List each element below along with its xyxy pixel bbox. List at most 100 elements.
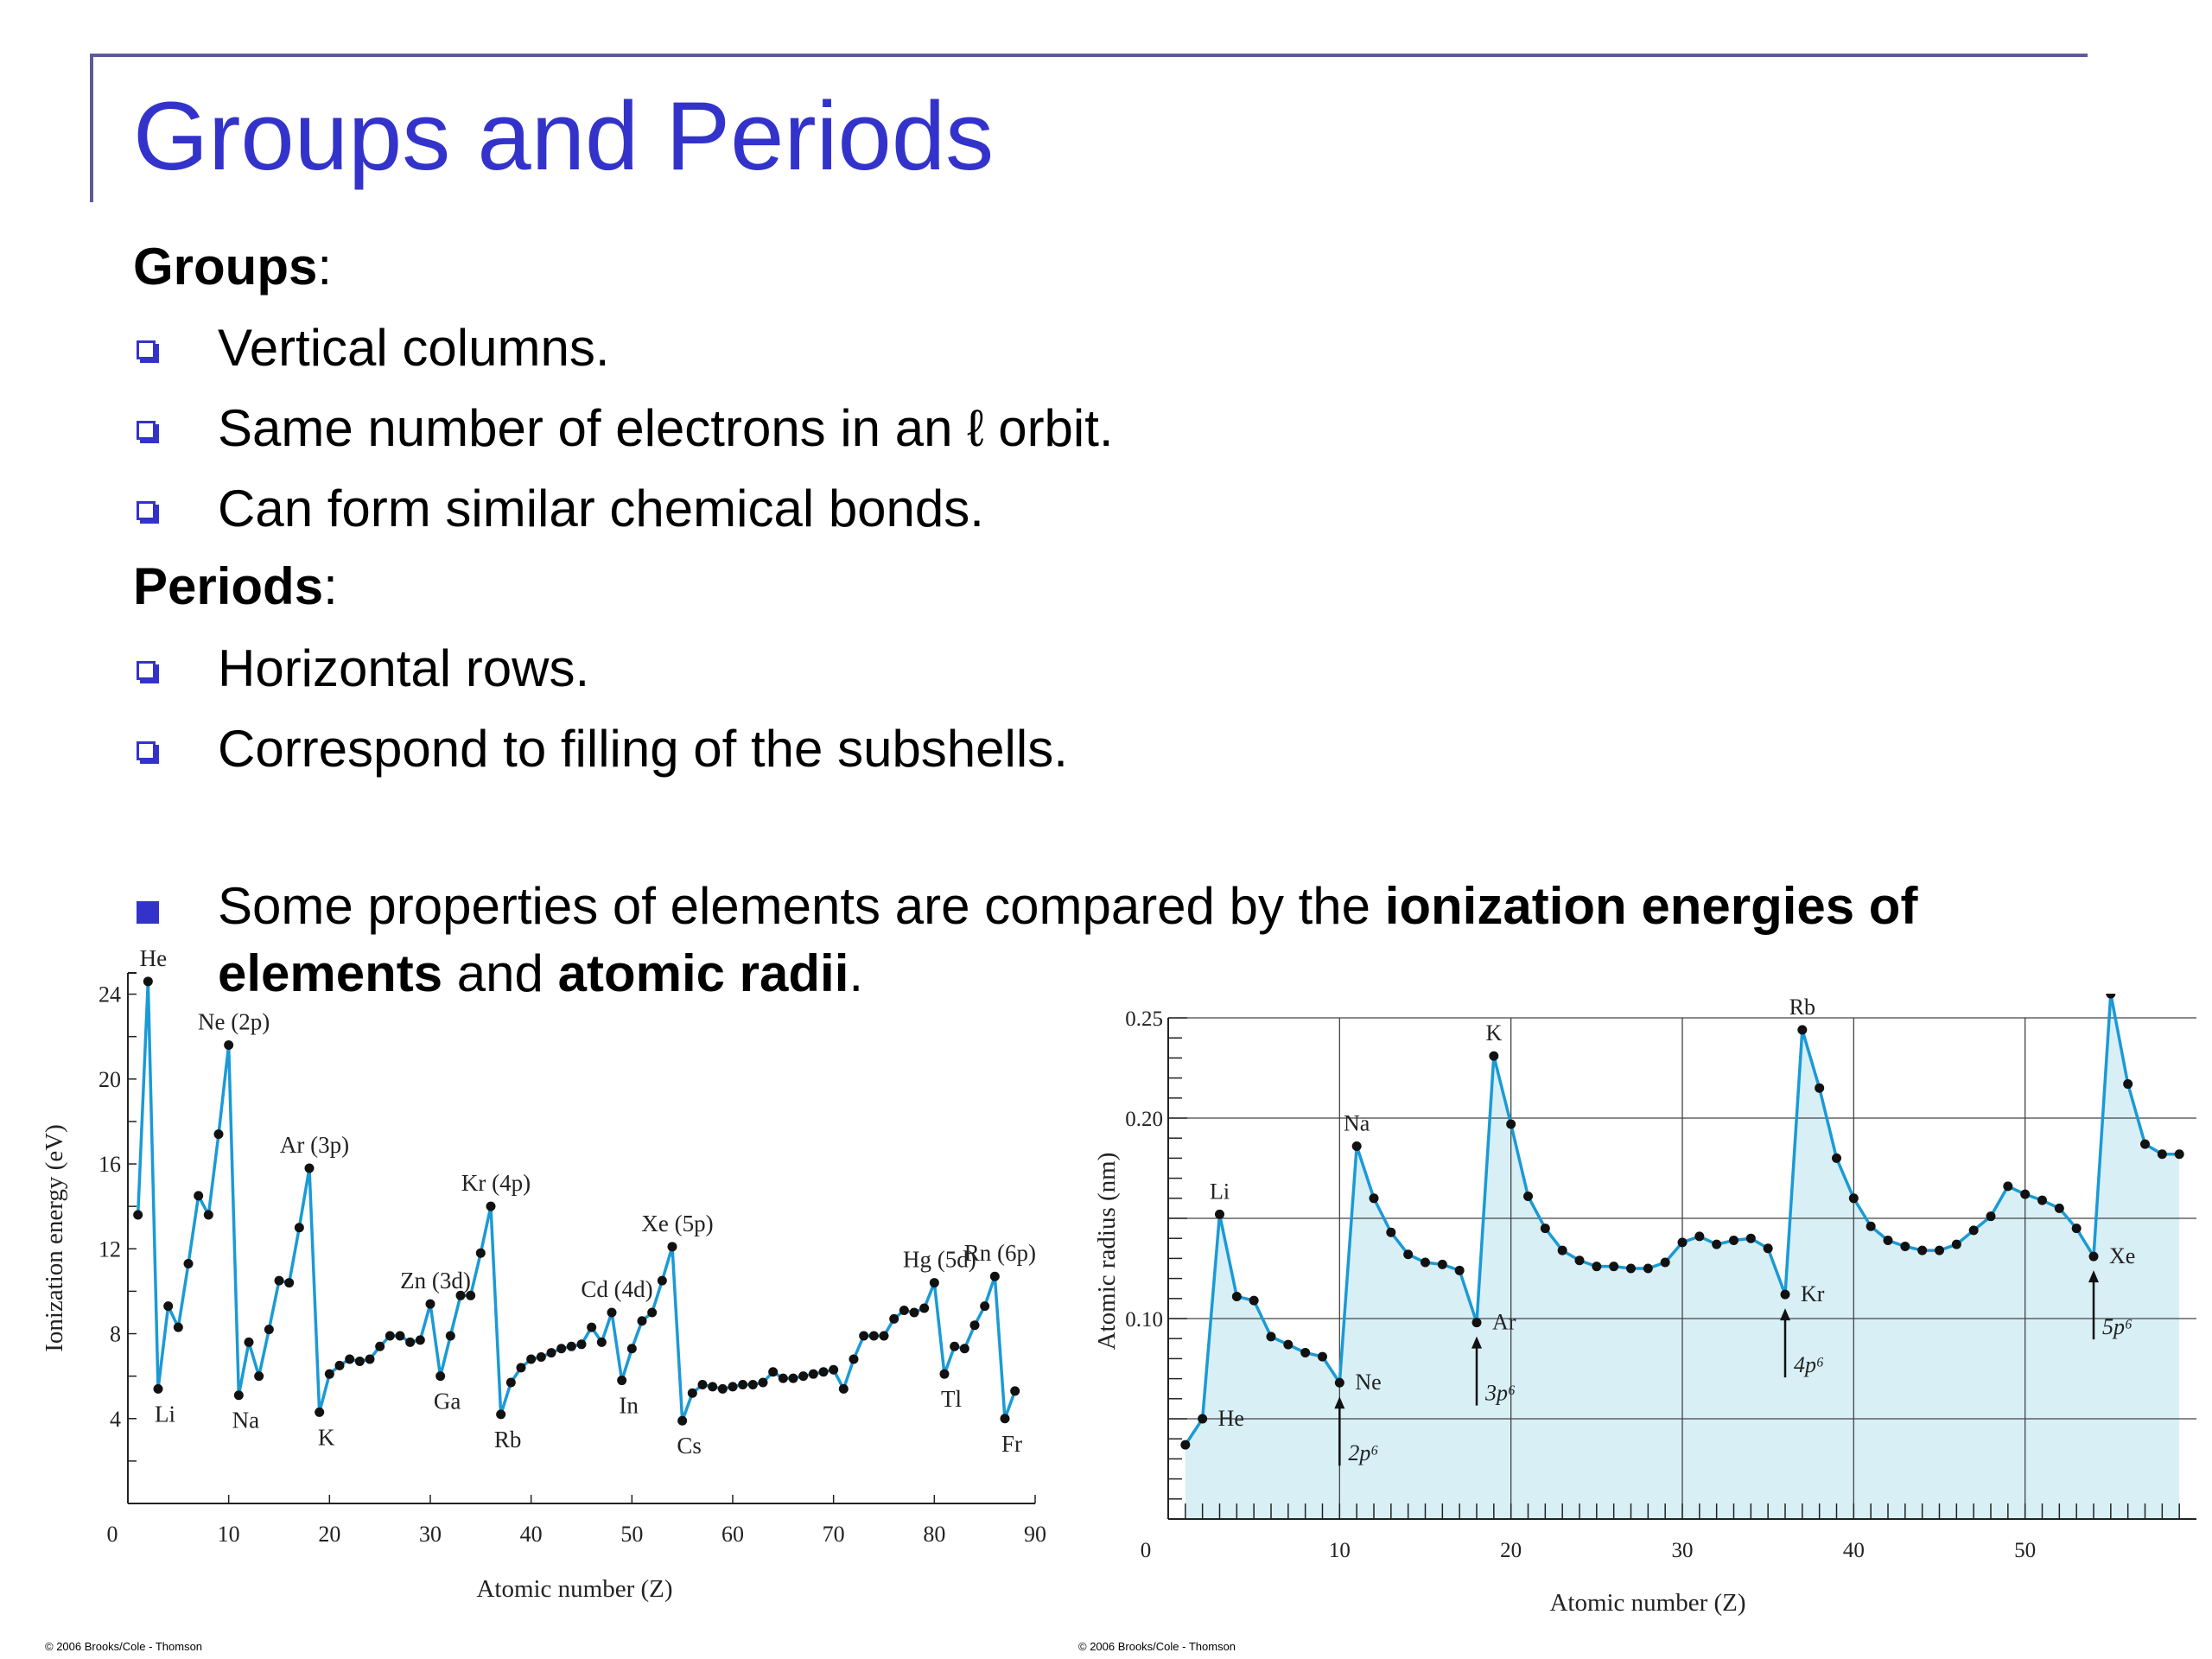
data-point — [133, 1210, 143, 1220]
data-point — [788, 1373, 798, 1383]
data-point — [1917, 1245, 1928, 1255]
slide-frame-top — [92, 54, 2088, 57]
data-point — [1815, 1083, 1825, 1093]
x-tick-label: 30 — [419, 1522, 442, 1547]
y-tick-label: 4 — [110, 1407, 121, 1432]
x-tick-label: 50 — [620, 1522, 643, 1547]
data-point — [637, 1316, 647, 1326]
x-axis-label: Atomic number (Z) — [476, 1575, 672, 1603]
data-label: Xe — [2109, 1243, 2135, 1268]
data-point — [526, 1354, 537, 1364]
data-point — [254, 1371, 264, 1382]
data-point — [233, 1390, 244, 1401]
atomic-radius-chart: 0.10 0.20 0.25 0 10 20 30 40 50 Atomic number (Z)… — [1093, 994, 2196, 1616]
data-point — [556, 1344, 567, 1354]
x-tick-label: 0 — [107, 1522, 118, 1547]
x-tick-label: 40 — [1843, 1539, 1865, 1562]
data-point — [304, 1163, 315, 1173]
data-point — [879, 1331, 889, 1341]
data-label: Rb — [494, 1427, 522, 1452]
data-point — [617, 1376, 627, 1386]
data-point — [2088, 1251, 2099, 1262]
x-tick-label: 90 — [1024, 1522, 1046, 1547]
summary-part1: Some properties of elements are compared… — [218, 877, 1385, 935]
x-tick-label: 10 — [218, 1522, 240, 1547]
data-point — [324, 1369, 334, 1379]
data-point — [173, 1322, 183, 1332]
ionization-energy-chart: 4 8 12 16 20 24 0 10 20 30 40 50 60 70 80 90 Atomic numb… — [41, 950, 1046, 1603]
data-point — [516, 1363, 526, 1373]
data-point — [1489, 1051, 1499, 1061]
data-point — [1334, 1377, 1344, 1388]
data-point — [455, 1290, 466, 1300]
data-point — [1951, 1239, 1961, 1249]
data-point — [274, 1275, 284, 1286]
annotation-arrow-head — [1471, 1336, 1482, 1349]
hollow-bullet-icon — [137, 340, 156, 359]
data-point — [2123, 1079, 2133, 1090]
data-point — [1386, 1227, 1396, 1237]
data-point — [1249, 1295, 1259, 1306]
data-label: Kr — [1801, 1281, 1825, 1306]
data-point — [778, 1373, 788, 1383]
data-point — [626, 1344, 637, 1354]
annotation-arrow-head — [1334, 1396, 1345, 1409]
data-point — [1677, 1237, 1688, 1248]
data-label: Cd (4d) — [581, 1276, 652, 1302]
groups-heading-colon: : — [317, 238, 333, 296]
data-point — [546, 1348, 556, 1358]
data-point — [163, 1301, 174, 1312]
data-point — [2174, 1149, 2184, 1160]
data-point — [889, 1313, 899, 1324]
data-point — [959, 1344, 969, 1354]
data-label: Zn (3d) — [400, 1268, 471, 1294]
summary-part3: . — [849, 944, 864, 1002]
data-point — [1574, 1255, 1585, 1266]
annotation-arrow-head — [2088, 1270, 2099, 1283]
y-tick-label: 0.10 — [1125, 1308, 1163, 1332]
data-point — [435, 1371, 446, 1382]
data-point — [697, 1379, 708, 1389]
annotation-label: 2p⁶ — [1348, 1440, 1378, 1465]
data-point — [264, 1325, 274, 1335]
hollow-bullet-icon — [137, 501, 156, 520]
data-label: Ne — [1355, 1370, 1381, 1395]
y-tick-label: 0.25 — [1125, 1007, 1163, 1031]
data-point — [345, 1354, 355, 1364]
data-point — [1403, 1249, 1414, 1260]
data-point — [365, 1354, 375, 1364]
data-point — [1454, 1265, 1465, 1275]
data-point — [284, 1278, 295, 1288]
y-tick-label: 8 — [110, 1322, 121, 1347]
data-label: He — [140, 950, 167, 971]
data-point — [1318, 1351, 1327, 1362]
data-point — [708, 1382, 718, 1392]
data-point — [647, 1307, 658, 1318]
x-axis-label: Atomic number (Z) — [1549, 1589, 1745, 1616]
data-point — [143, 976, 153, 987]
x-tick-label: 80 — [923, 1522, 945, 1547]
groups-item: Same number of electrons in an ℓ orbit. — [218, 399, 1114, 457]
data-point — [859, 1331, 869, 1341]
data-point — [213, 1129, 224, 1140]
data-label: Fr — [1001, 1431, 1022, 1457]
data-point — [1729, 1236, 1738, 1246]
summary-bold1: ionization energies of elements — [218, 877, 1918, 1002]
data-label: K — [1485, 1020, 1502, 1046]
data-point — [1694, 1231, 1705, 1242]
data-point — [868, 1331, 879, 1341]
data-point — [717, 1383, 728, 1394]
data-point — [1643, 1263, 1653, 1274]
data-point — [1986, 1211, 1996, 1222]
data-point — [203, 1210, 213, 1220]
data-point — [899, 1306, 909, 1316]
summary-text: Some properties of elements are compared… — [218, 873, 2119, 1007]
data-point — [838, 1383, 849, 1394]
y-tick-label: 12 — [99, 1236, 121, 1262]
data-point — [1660, 1257, 1670, 1268]
data-point — [758, 1377, 768, 1388]
data-point — [2106, 994, 2116, 999]
x-tick-label: 20 — [1500, 1539, 1522, 1562]
data-point — [950, 1341, 960, 1351]
annotation-label: 3p⁶ — [1484, 1381, 1516, 1406]
